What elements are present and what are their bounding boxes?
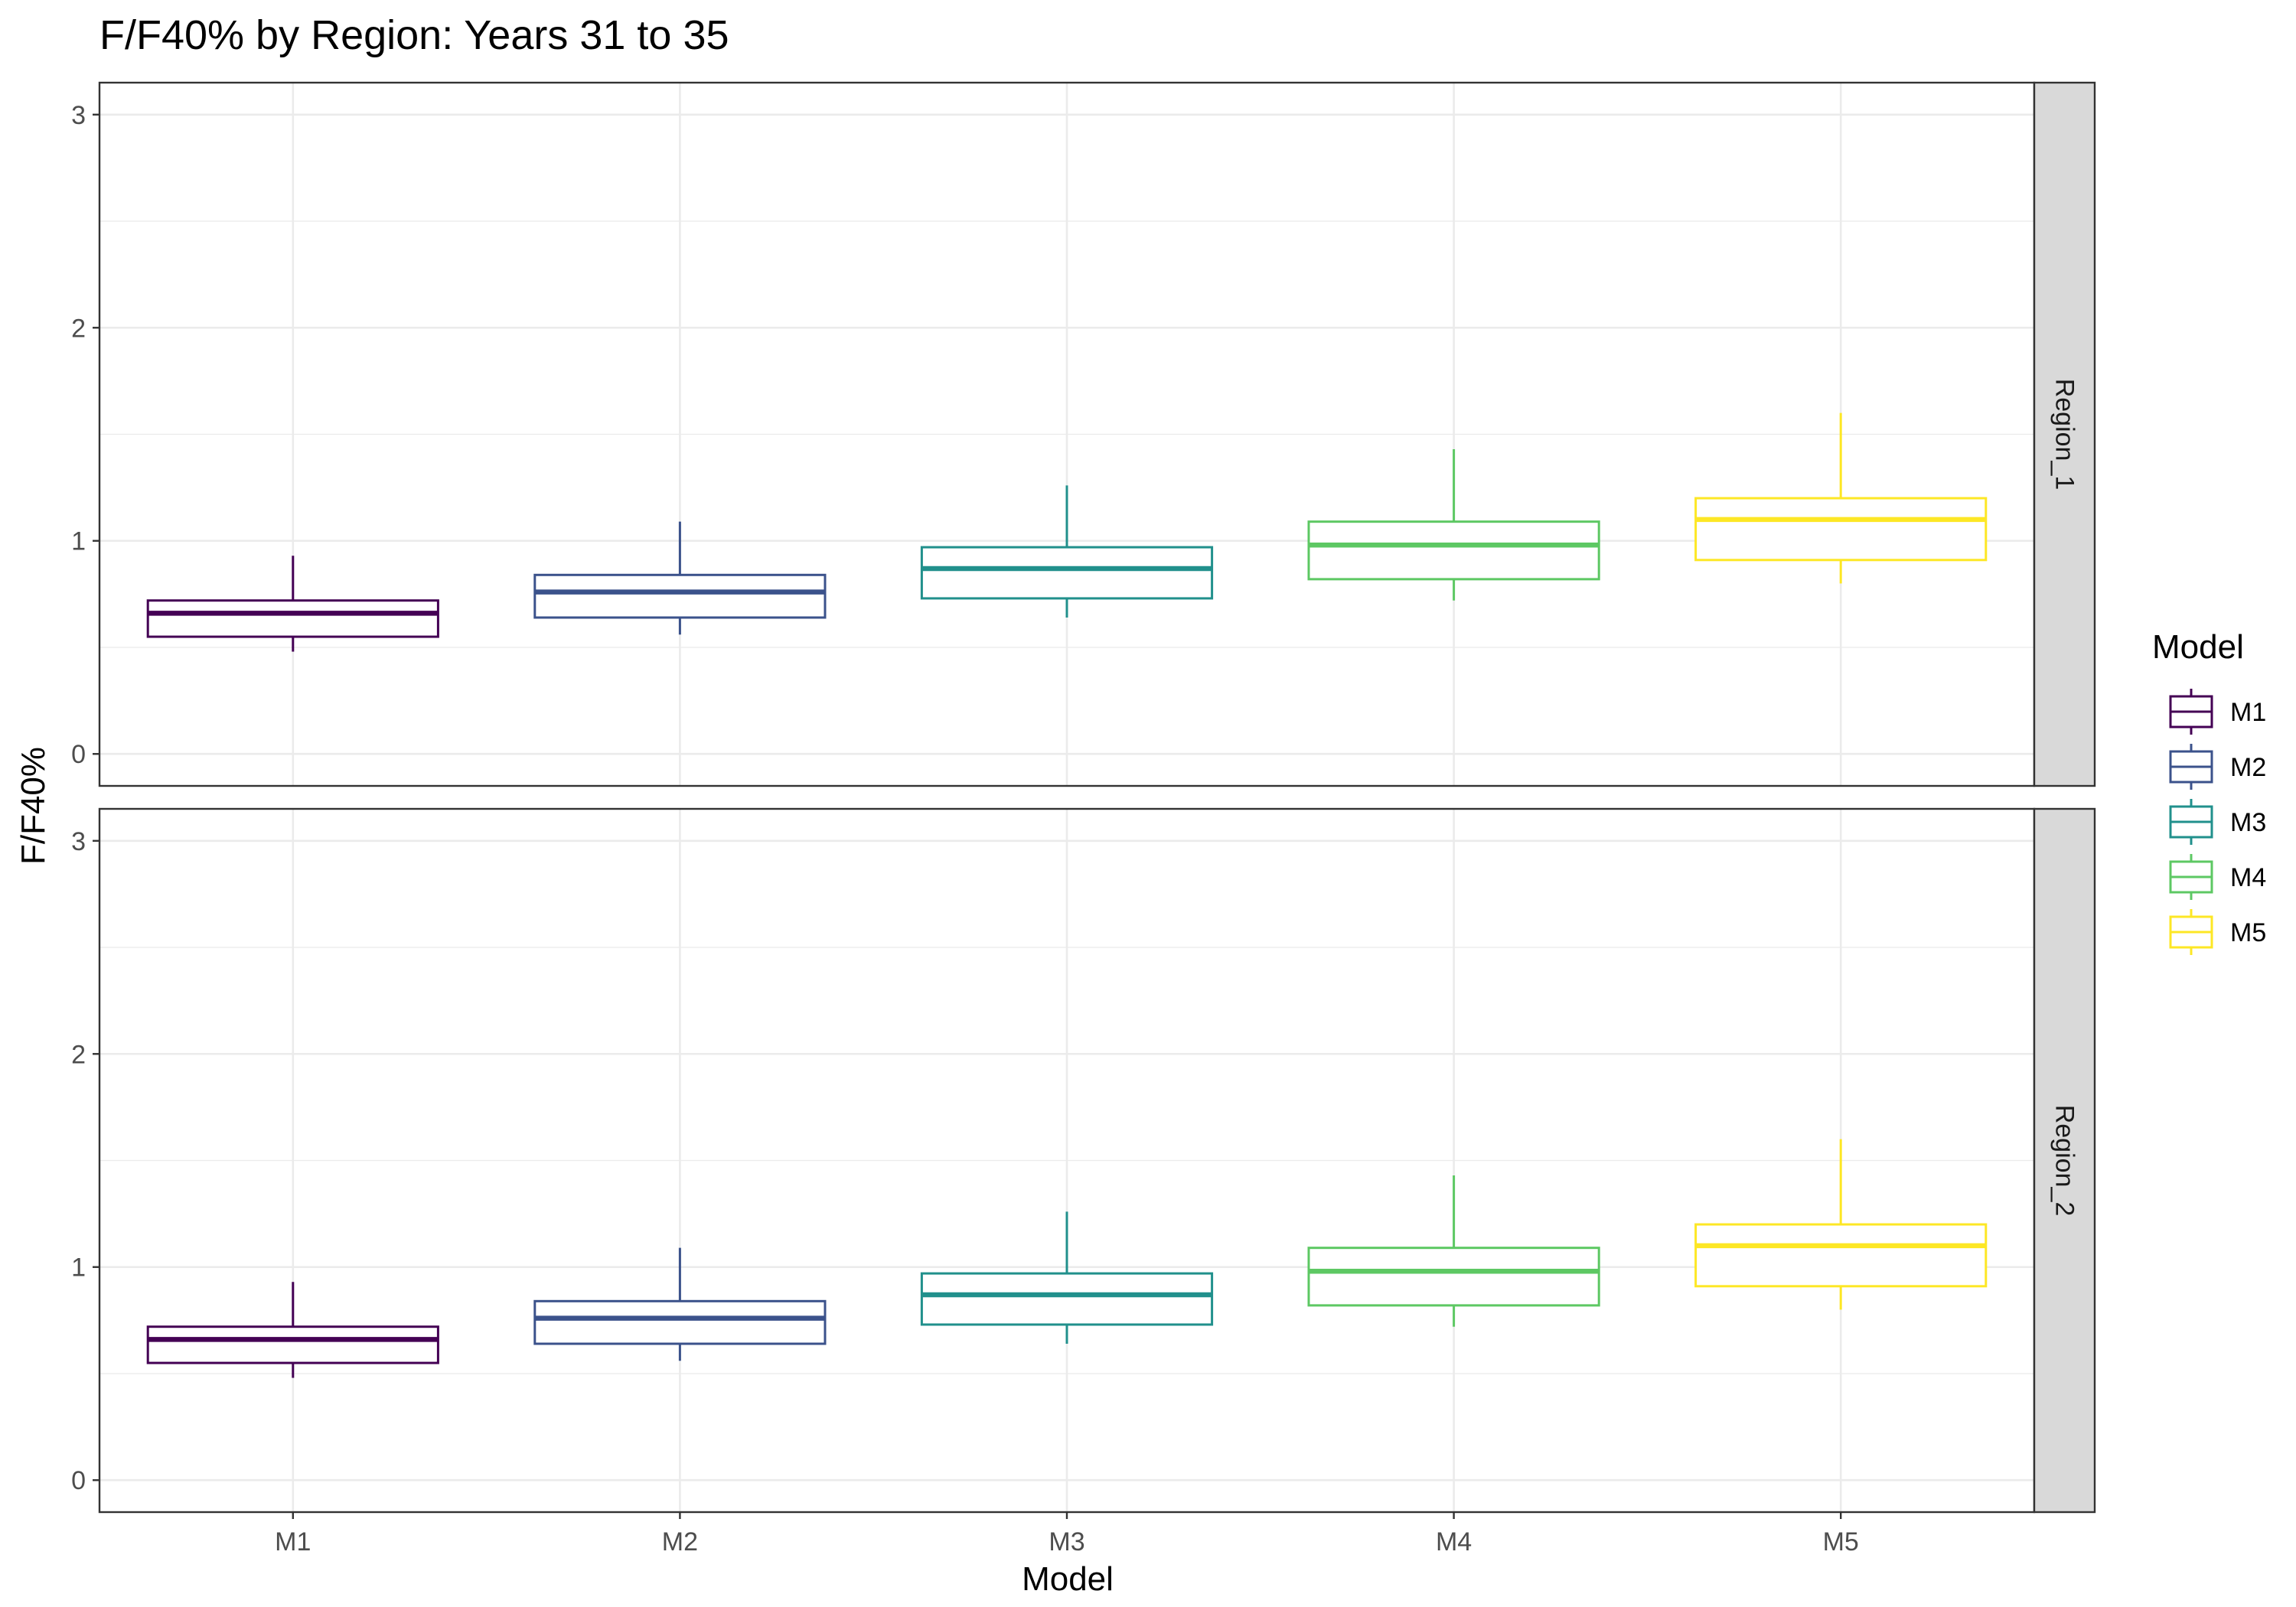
panel-Region_2: 0 1 2 3 Region_2: [71, 807, 2096, 1514]
y-tick-label: 0: [71, 1466, 86, 1495]
box-M4: [1307, 1175, 1600, 1327]
legend-key-M2: M2: [2169, 744, 2266, 790]
facet-strip-label: Region_2: [2050, 1105, 2079, 1217]
legend: Model M1 M2 M3 M4 M5: [2152, 628, 2266, 955]
y-tick-label: 1: [71, 1253, 86, 1283]
box-M4: [1307, 448, 1600, 601]
legend-key-M4: M4: [2169, 854, 2266, 900]
y-tick-label: 1: [71, 527, 86, 556]
facet-strip-label: Region_1: [2050, 379, 2079, 491]
box-iqr: [1694, 1223, 1988, 1288]
facet-strip: [2033, 81, 2096, 787]
legend-title: Model: [2152, 628, 2244, 666]
box-iqr: [920, 546, 1214, 600]
box-iqr: [533, 573, 827, 619]
box-M1: [146, 556, 439, 652]
legend-key-M1: M1: [2169, 689, 2266, 735]
x-tick-label: M5: [1823, 1527, 1859, 1556]
box-iqr: [920, 1272, 1214, 1326]
legend-label: M5: [2230, 918, 2266, 947]
box-M3: [920, 485, 1214, 618]
legend-label: M2: [2230, 753, 2266, 782]
x-tick-label: M4: [1436, 1527, 1472, 1556]
facet-panels: 0 1 2 3 Region_1 0 1 2 3 Region_2: [71, 81, 2096, 1514]
legend-label: M4: [2230, 863, 2266, 892]
legend-key-M3: M3: [2169, 799, 2266, 845]
panel-Region_1: 0 1 2 3 Region_1: [71, 81, 2096, 787]
x-tick-label: M3: [1049, 1527, 1084, 1556]
x-tick-label: M2: [662, 1527, 698, 1556]
box-iqr: [1307, 520, 1600, 581]
box-iqr: [146, 1325, 439, 1364]
x-axis-title: Model: [1022, 1560, 1114, 1598]
y-tick-label: 3: [71, 101, 86, 130]
legend-label: M1: [2230, 698, 2266, 727]
facet-strip: [2033, 807, 2096, 1514]
box-M3: [920, 1211, 1214, 1344]
box-M5: [1694, 1139, 1988, 1310]
box-M2: [533, 521, 827, 635]
box-iqr: [146, 599, 439, 638]
legend-label: M3: [2230, 808, 2266, 837]
chart-title: F/F40% by Region: Years 31 to 35: [99, 12, 729, 58]
y-tick-label: 2: [71, 314, 86, 343]
x-tick-label: M1: [275, 1527, 311, 1556]
y-tick-label: 2: [71, 1040, 86, 1069]
box-iqr: [533, 1299, 827, 1345]
box-M2: [533, 1247, 827, 1361]
box-iqr: [1694, 497, 1988, 562]
y-axis-title: F/F40%: [15, 747, 52, 865]
box-iqr: [1307, 1247, 1600, 1307]
legend-key-M5: M5: [2169, 909, 2266, 955]
y-tick-label: 0: [71, 740, 86, 769]
x-axis: M1 M2 M3 M4 M5: [275, 1512, 1859, 1556]
y-tick-label: 3: [71, 827, 86, 856]
box-M5: [1694, 412, 1988, 584]
box-M1: [146, 1282, 439, 1378]
